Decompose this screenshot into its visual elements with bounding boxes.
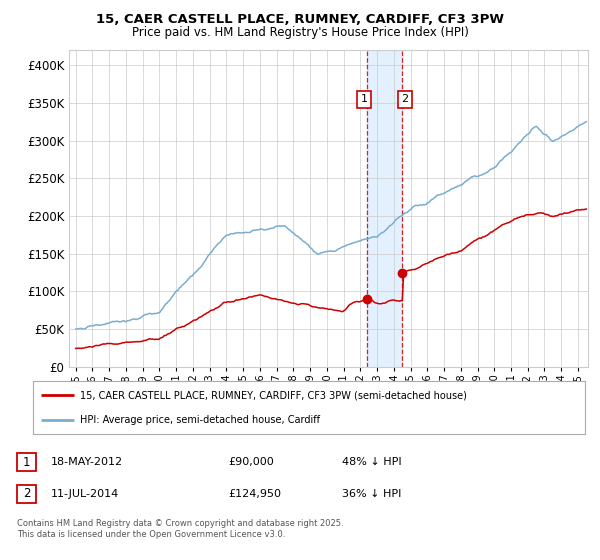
- Text: 1: 1: [23, 455, 30, 469]
- Text: 15, CAER CASTELL PLACE, RUMNEY, CARDIFF, CF3 3PW (semi-detached house): 15, CAER CASTELL PLACE, RUMNEY, CARDIFF,…: [80, 390, 467, 400]
- Text: 2: 2: [401, 95, 409, 104]
- Text: 18-MAY-2012: 18-MAY-2012: [51, 457, 123, 467]
- Text: Price paid vs. HM Land Registry's House Price Index (HPI): Price paid vs. HM Land Registry's House …: [131, 26, 469, 39]
- Text: £124,950: £124,950: [228, 489, 281, 499]
- Text: 48% ↓ HPI: 48% ↓ HPI: [342, 457, 401, 467]
- Bar: [367, 50, 403, 367]
- Text: HPI: Average price, semi-detached house, Cardiff: HPI: Average price, semi-detached house,…: [80, 414, 320, 424]
- Text: 15, CAER CASTELL PLACE, RUMNEY, CARDIFF, CF3 3PW: 15, CAER CASTELL PLACE, RUMNEY, CARDIFF,…: [96, 13, 504, 26]
- Text: 1: 1: [361, 95, 368, 104]
- Text: 36% ↓ HPI: 36% ↓ HPI: [342, 489, 401, 499]
- Text: 2: 2: [23, 487, 30, 501]
- Text: Contains HM Land Registry data © Crown copyright and database right 2025.
This d: Contains HM Land Registry data © Crown c…: [17, 520, 343, 539]
- Text: £90,000: £90,000: [228, 457, 274, 467]
- Text: 11-JUL-2014: 11-JUL-2014: [51, 489, 119, 499]
